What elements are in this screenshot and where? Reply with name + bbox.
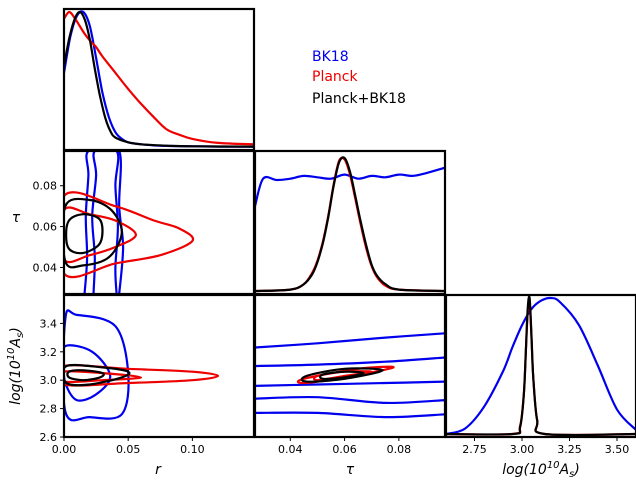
x-tick-label-logAs: 2.75 — [462, 443, 487, 456]
y-tick-label-tau: 0.06 — [33, 221, 58, 234]
contour-bk18-95 — [255, 332, 445, 349]
x-tick-label-logAs: 3.50 — [605, 443, 630, 456]
logAs-y-axis-label: log(1010As) — [6, 327, 26, 405]
y-tick-label-tau: 0.04 — [33, 261, 58, 274]
legend-entry-planck: Planck — [312, 69, 358, 85]
panel-frame-logAs-pdf — [444, 293, 636, 439]
x-tick-label-r: 0.10 — [180, 443, 205, 456]
pdf-curve-bk18 — [446, 296, 636, 436]
y-tick-label-logAs: 3.4 — [40, 317, 58, 330]
contour-planck-bk18-95 — [64, 363, 131, 387]
contour-bk18-99 — [255, 411, 445, 419]
contour-bk18-95 — [255, 395, 445, 405]
x-tick-label-r: 0.00 — [52, 443, 77, 456]
r-axis-label: r — [155, 462, 162, 478]
y-tick-label-logAs: 2.6 — [40, 431, 58, 444]
panel-logAs-pdf — [446, 295, 636, 437]
x-tick-label-logAs: 3.00 — [510, 443, 535, 456]
contour-planck-bk18-68 — [66, 369, 105, 382]
pdf-curve-planck-bk18 — [255, 156, 445, 293]
x-tick-label-logAs: 3.25 — [557, 443, 582, 456]
contour-planck-95 — [64, 191, 195, 279]
x-tick-label-tau: 0.08 — [387, 443, 412, 456]
pdf-curve-bk18 — [64, 10, 254, 148]
x-tick-label-tau: 0.06 — [332, 443, 357, 456]
contour-planck-bk18-95 — [300, 367, 384, 383]
pdf-curve-planck-bk18 — [64, 10, 254, 148]
pdf-curve-bk18 — [255, 166, 445, 207]
contour-bk18-68 — [64, 344, 112, 402]
panel-frame-r-pdf — [62, 7, 256, 152]
panel-r-pdf — [64, 10, 254, 148]
logAs-x-axis-label: log(1010As) — [502, 460, 580, 480]
pdf-curve-planck-bk18 — [446, 295, 636, 437]
tau-y-axis-label: τ — [12, 210, 21, 226]
panel-r-tau — [64, 151, 195, 294]
legend-entry-planck-bk18: Planck+BK18 — [312, 91, 406, 107]
contour-bk18-68 — [255, 380, 445, 387]
y-tick-label-logAs: 3.0 — [40, 374, 58, 387]
y-tick-label-logAs: 2.8 — [40, 403, 58, 416]
x-tick-label-r: 0.05 — [116, 443, 141, 456]
pdf-curve-planck — [64, 10, 254, 146]
panel-r-logAs — [64, 309, 220, 422]
contour-bk18-68 — [255, 356, 445, 368]
contour-bk18-95 — [64, 309, 130, 422]
panel-tau-logAs — [255, 332, 445, 419]
panel-tau-pdf — [255, 156, 445, 293]
y-tick-label-logAs: 3.2 — [40, 346, 58, 359]
contour-planck-bk18-68 — [65, 213, 104, 255]
legend-entry-bk18: BK18 — [312, 49, 349, 65]
pdf-curve-planck — [255, 156, 445, 293]
y-tick-label-tau: 0.08 — [33, 180, 58, 193]
contour-planck-68 — [64, 206, 137, 264]
legend: BK18 Planck Planck+BK18 — [312, 49, 406, 107]
contour-planck-bk18-95 — [64, 197, 123, 269]
x-tick-label-tau: 0.04 — [278, 443, 303, 456]
pdf-curve-planck — [446, 299, 636, 437]
tau-axis-label: τ — [346, 462, 355, 478]
contour-planck-bk18-68 — [319, 370, 365, 381]
